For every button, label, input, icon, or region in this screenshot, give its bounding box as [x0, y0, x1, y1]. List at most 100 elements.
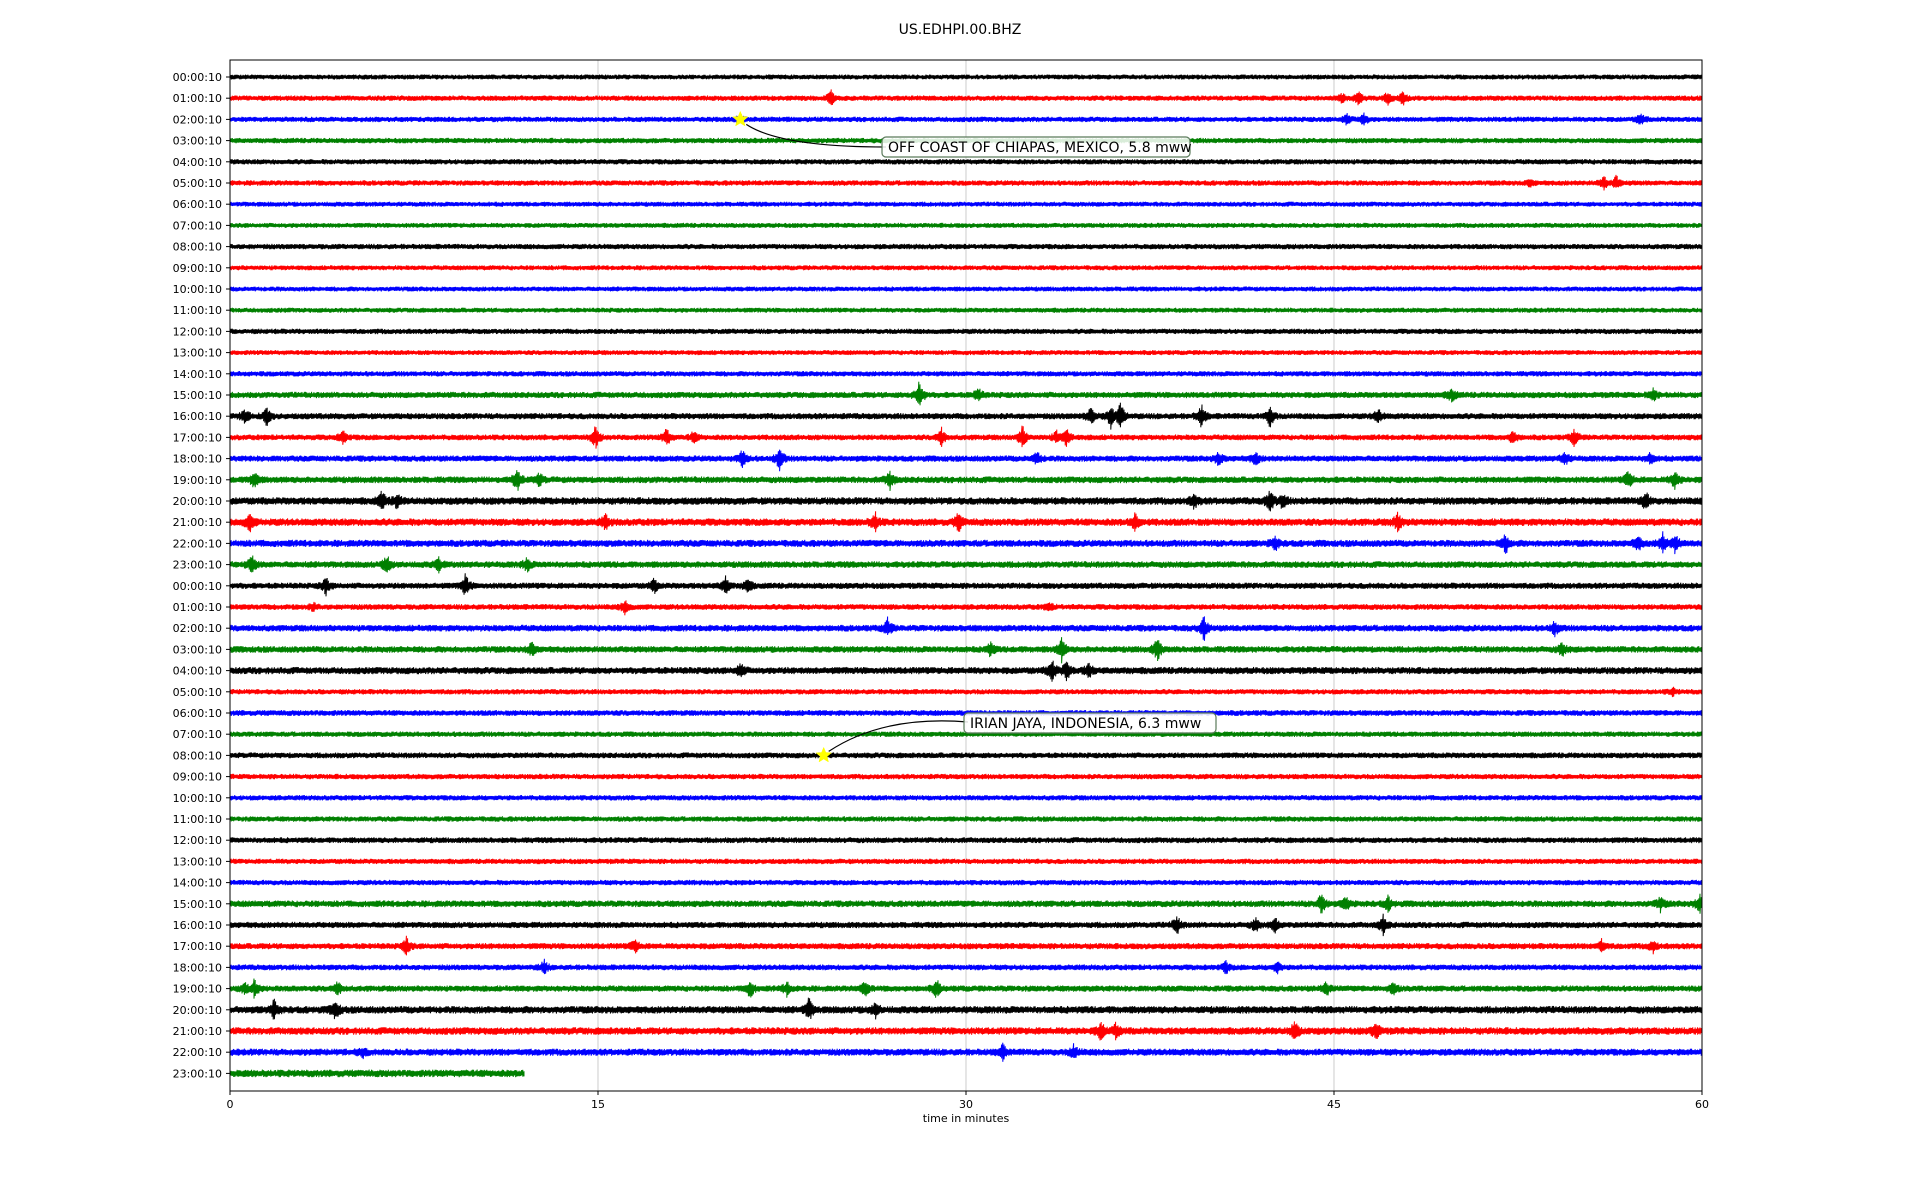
trace-row-15 [229, 381, 1702, 406]
chart-title: US.EDHPI.00.BHZ [899, 22, 1022, 38]
trace-row-27 [229, 637, 1702, 664]
row-label: 05:00:10 [173, 686, 222, 699]
x-tick-label: 60 [1695, 1098, 1709, 1111]
x-tick-label: 15 [591, 1098, 605, 1111]
row-label: 19:00:10 [173, 474, 222, 487]
x-axis-label: time in minutes [923, 1112, 1010, 1125]
row-labels: 00:00:10 01:00:10 02:00:10 03:00:10 04:00:10… [173, 71, 230, 1080]
trace-row-34 [229, 794, 1702, 801]
trace-row-43 [229, 978, 1702, 999]
trace-row-10 [229, 286, 1702, 292]
row-label: 03:00:10 [173, 643, 222, 656]
trace-row-41 [229, 935, 1702, 956]
annotation-connector [745, 123, 887, 148]
row-label: 00:00:10 [173, 580, 222, 593]
trace-row-26 [229, 616, 1702, 641]
row-label: 08:00:10 [173, 241, 222, 254]
trace-row-0 [229, 74, 1702, 80]
trace-row-14 [229, 370, 1702, 377]
trace-row-38 [229, 879, 1702, 886]
x-tick-label: 30 [959, 1098, 973, 1111]
row-label: 16:00:10 [173, 919, 222, 932]
annotation-label: OFF COAST OF CHIAPAS, MEXICO, 5.8 mww [888, 140, 1192, 156]
trace-row-39 [229, 893, 1702, 914]
trace-row-9 [229, 265, 1702, 271]
trace-row-47 [229, 1069, 525, 1078]
trace-row-6 [229, 201, 1702, 207]
x-tick-label: 45 [1327, 1098, 1341, 1111]
trace-row-11 [229, 307, 1702, 313]
trace-row-17 [229, 425, 1702, 449]
trace-row-40 [229, 913, 1702, 937]
trace-row-16 [229, 402, 1702, 430]
trace-row-8 [229, 243, 1702, 250]
row-label: 23:00:10 [173, 559, 222, 572]
row-label: 13:00:10 [173, 855, 222, 868]
trace-row-45 [229, 1021, 1702, 1041]
trace-row-20 [229, 490, 1702, 512]
trace-row-46 [229, 1042, 1702, 1062]
row-label: 12:00:10 [173, 834, 222, 847]
row-label: 03:00:10 [173, 135, 222, 148]
row-label: 06:00:10 [173, 707, 222, 720]
row-label: 01:00:10 [173, 601, 222, 614]
row-label: 08:00:10 [173, 749, 222, 762]
row-label: 13:00:10 [173, 347, 222, 360]
row-label: 06:00:10 [173, 198, 222, 211]
row-label: 11:00:10 [173, 813, 222, 826]
row-label: 11:00:10 [173, 304, 222, 317]
row-label: 12:00:10 [173, 325, 222, 338]
trace-row-18 [229, 449, 1702, 472]
row-label: 22:00:10 [173, 1046, 222, 1059]
row-label: 07:00:10 [173, 728, 222, 741]
row-label: 15:00:10 [173, 898, 222, 911]
trace-row-2 [229, 112, 1702, 126]
x-tick-label: 0 [227, 1098, 234, 1111]
row-label: 00:00:10 [173, 71, 222, 84]
row-label: 02:00:10 [173, 113, 222, 126]
trace-row-23 [229, 555, 1702, 574]
trace-area [229, 74, 1702, 1078]
trace-row-31 [229, 731, 1702, 738]
event-star-marker [732, 110, 749, 127]
row-label: 16:00:10 [173, 410, 222, 423]
trace-row-33 [229, 773, 1702, 780]
trace-row-5 [229, 174, 1702, 191]
trace-row-13 [229, 349, 1702, 356]
row-label: 09:00:10 [173, 262, 222, 275]
x-axis-ticks: 0 15 30 45 60 [227, 1091, 1709, 1111]
row-label: 04:00:10 [173, 156, 222, 169]
trace-row-35 [229, 816, 1702, 822]
row-label: 18:00:10 [173, 961, 222, 974]
row-label: 10:00:10 [173, 283, 222, 296]
row-label: 17:00:10 [173, 431, 222, 444]
trace-row-1 [229, 89, 1702, 106]
trace-row-25 [229, 600, 1702, 616]
row-label: 02:00:10 [173, 622, 222, 635]
row-label: 18:00:10 [173, 453, 222, 466]
row-label: 20:00:10 [173, 495, 222, 508]
trace-row-21 [229, 511, 1702, 533]
trace-row-22 [229, 531, 1702, 555]
trace-row-12 [229, 328, 1702, 335]
trace-row-44 [229, 997, 1702, 1020]
trace-row-28 [229, 660, 1702, 682]
row-label: 07:00:10 [173, 219, 222, 232]
row-label: 19:00:10 [173, 983, 222, 996]
row-label: 14:00:10 [173, 877, 222, 890]
row-label: 22:00:10 [173, 537, 222, 550]
row-label: 01:00:10 [173, 92, 222, 105]
row-label: 04:00:10 [173, 665, 222, 678]
row-label: 23:00:10 [173, 1067, 222, 1080]
row-label: 20:00:10 [173, 1004, 222, 1017]
trace-row-7 [229, 222, 1702, 229]
trace-row-19 [229, 470, 1702, 491]
row-label: 15:00:10 [173, 389, 222, 402]
event-star-marker [815, 746, 832, 763]
row-label: 21:00:10 [173, 516, 222, 529]
trace-row-24 [229, 573, 1702, 597]
grid-lines [597, 60, 1335, 1091]
row-label: 17:00:10 [173, 940, 222, 953]
trace-row-37 [229, 858, 1702, 865]
